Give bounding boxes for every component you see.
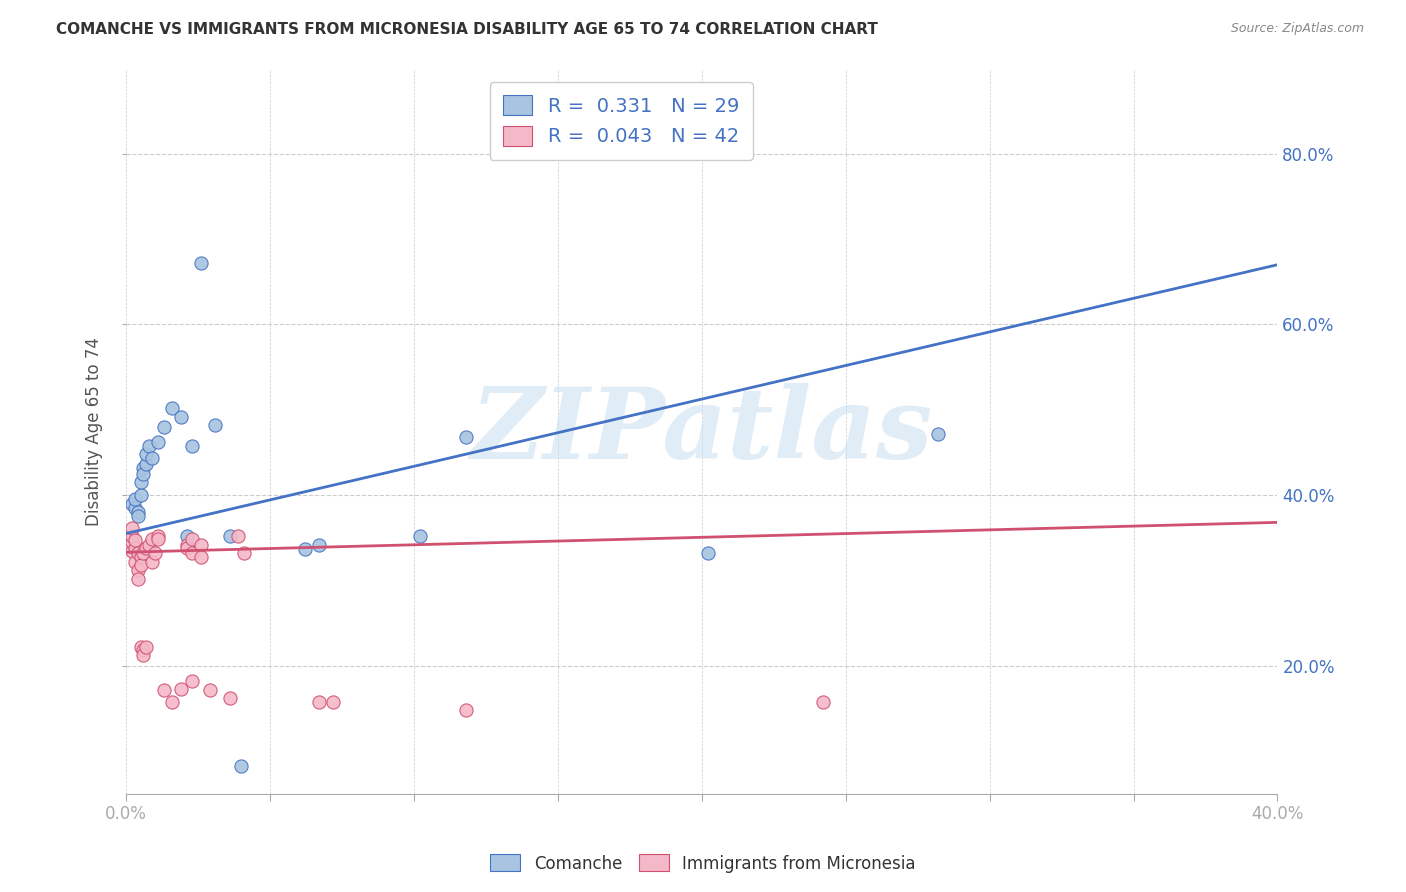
Text: ZIPatlas: ZIPatlas [471,383,934,479]
Point [190,256,212,270]
Point [308,537,330,551]
Point [124,500,146,515]
Point [181,674,204,689]
Point [121,520,143,534]
Point [228,529,250,543]
Point [170,681,193,696]
Point [198,682,221,697]
Point [204,418,226,433]
Point [811,694,834,708]
Point [454,430,477,444]
Point [127,572,149,586]
Point [152,682,174,697]
Point [176,541,198,555]
Point [132,546,155,560]
Point [170,409,193,424]
Point [132,648,155,663]
Point [233,546,256,560]
Point [322,694,344,708]
Point [231,758,253,772]
Point [121,529,143,543]
Point [141,555,163,569]
Point [927,426,949,441]
Point [218,691,240,706]
Point [294,541,316,556]
Text: Source: ZipAtlas.com: Source: ZipAtlas.com [1230,22,1364,36]
Point [121,543,143,558]
Point [129,488,152,502]
Point [143,546,166,560]
Text: COMANCHE VS IMMIGRANTS FROM MICRONESIA DISABILITY AGE 65 TO 74 CORRELATION CHART: COMANCHE VS IMMIGRANTS FROM MICRONESIA D… [56,22,879,37]
Legend: R =  0.331   N = 29, R =  0.043   N = 42: R = 0.331 N = 29, R = 0.043 N = 42 [489,82,752,160]
Point [135,447,157,461]
Point [135,457,157,471]
Point [218,529,240,543]
Point [696,546,718,560]
Point [127,505,149,519]
Point [121,535,143,549]
Point [129,475,152,490]
Y-axis label: Disability Age 65 to 74: Disability Age 65 to 74 [86,336,103,525]
Legend: Comanche, Immigrants from Micronesia: Comanche, Immigrants from Micronesia [484,847,922,880]
Point [124,492,146,507]
Point [190,549,212,564]
Point [308,694,330,708]
Point [141,451,163,466]
Point [409,529,432,543]
Point [127,546,149,560]
Point [152,420,174,434]
Point [181,533,204,547]
Point [146,529,169,543]
Point [146,533,169,547]
Point [129,558,152,572]
Point [146,435,169,450]
Point [132,643,155,657]
Point [162,694,184,708]
Point [138,537,160,551]
Point [121,497,143,511]
Point [132,460,155,475]
Point [176,537,198,551]
Point [141,533,163,547]
Point [129,640,152,654]
Point [162,401,184,415]
Point [138,440,160,454]
Point [124,533,146,548]
Point [176,529,198,543]
Point [135,541,157,555]
Point [124,555,146,569]
Point [124,541,146,555]
Point [181,546,204,560]
Point [135,640,157,654]
Point [129,549,152,564]
Point [132,467,155,481]
Point [127,563,149,577]
Point [127,509,149,524]
Point [190,537,212,551]
Point [454,703,477,717]
Point [181,439,204,453]
